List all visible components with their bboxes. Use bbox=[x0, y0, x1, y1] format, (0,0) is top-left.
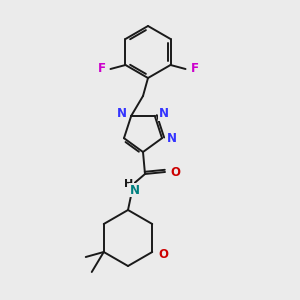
Text: N: N bbox=[130, 184, 140, 196]
Text: N: N bbox=[117, 107, 127, 120]
Text: N: N bbox=[159, 107, 169, 120]
Text: O: O bbox=[158, 248, 168, 262]
Text: F: F bbox=[190, 62, 199, 76]
Text: O: O bbox=[170, 166, 180, 178]
Text: N: N bbox=[167, 132, 177, 145]
Text: F: F bbox=[98, 62, 106, 76]
Text: H: H bbox=[124, 179, 134, 189]
